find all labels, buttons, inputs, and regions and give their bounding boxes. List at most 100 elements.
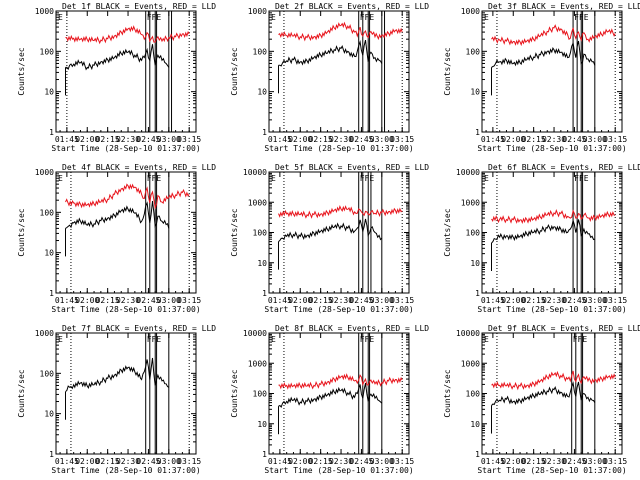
x-tick-label: 02:45 — [349, 457, 373, 466]
x-tick-label: 02:00 — [288, 296, 312, 305]
y-tick-label: 1 — [475, 289, 480, 298]
y-tick-label: 100 — [466, 47, 481, 56]
flag-letter-left: E — [271, 335, 276, 344]
flag-letter-left: E — [58, 335, 63, 344]
panel-title: Det 6f BLACK = Events, RED = LLD — [488, 163, 640, 172]
x-tick-label: 02:00 — [75, 296, 99, 305]
x-tick-label: 03:00 — [370, 457, 394, 466]
y-tick-label: 1 — [262, 450, 267, 459]
events-series-line — [491, 40, 596, 68]
x-axis-label: Start Time (28-Sep-10 01:37:00) — [477, 466, 626, 475]
x-tick-label: 01:45 — [268, 135, 292, 144]
y-axis-label: Counts/sec — [443, 208, 452, 256]
x-tick-label: 01:45 — [481, 135, 505, 144]
x-tick-label: 02:00 — [75, 135, 99, 144]
panel-title: Det 4f BLACK = Events, RED = LLD — [62, 163, 216, 172]
x-tick-label: 03:15 — [390, 457, 414, 466]
events-series-line — [65, 44, 170, 71]
plot-frame — [268, 332, 410, 455]
flag-letters: FFE — [574, 13, 589, 22]
x-axis-label: Start Time (28-Sep-10 01:37:00) — [51, 466, 200, 475]
x-tick-label: 03:00 — [157, 296, 181, 305]
y-tick-label: 10000 — [456, 168, 480, 177]
y-tick-label: 1000 — [461, 198, 480, 207]
x-tick-label: 03:15 — [177, 135, 201, 144]
x-tick-label: 02:30 — [329, 457, 353, 466]
y-axis-label: Counts/sec — [443, 47, 452, 95]
x-axis-label: Start Time (28-Sep-10 01:37:00) — [51, 144, 200, 153]
x-tick-label: 02:45 — [136, 296, 160, 305]
y-tick-label: 1000 — [35, 7, 54, 16]
x-tick-label: 02:15 — [522, 296, 546, 305]
x-tick-label: 03:00 — [157, 135, 181, 144]
flag-letters: FFE — [147, 13, 162, 22]
lld-series-line — [278, 205, 403, 219]
x-axis-label: Start Time (28-Sep-10 01:37:00) — [477, 305, 626, 314]
lld-series-line — [278, 21, 403, 42]
x-tick-label: 02:00 — [75, 457, 99, 466]
panel-title: Det 2f BLACK = Events, RED = LLD — [275, 2, 429, 11]
events-series-line — [278, 39, 383, 67]
detector-panel-9: Det 9f BLACK = Events, RED = LLD 1 10 100 10… — [443, 324, 640, 475]
y-tick-label: 100 — [253, 390, 268, 399]
x-tick-label: 02:45 — [136, 457, 160, 466]
x-tick-label: 02:15 — [309, 135, 333, 144]
y-tick-label: 10000 — [243, 329, 267, 338]
flag-letter-left: E — [271, 13, 276, 22]
flag-letter-left: E — [484, 13, 489, 22]
y-tick-label: 10 — [470, 420, 480, 429]
flag-letters: FFE — [360, 13, 375, 22]
x-tick-label: 02:30 — [116, 457, 140, 466]
y-tick-label: 100 — [466, 229, 481, 238]
y-tick-label: 10 — [470, 88, 480, 97]
y-tick-label: 1000 — [461, 359, 480, 368]
panel-title: Det 5f BLACK = Events, RED = LLD — [275, 163, 429, 172]
x-tick-label: 02:30 — [116, 296, 140, 305]
x-tick-label: 01:45 — [55, 296, 79, 305]
detector-panel-5: Det 5f BLACK = Events, RED = LLD 1 10 100 10… — [230, 163, 429, 314]
flag-letter-left: E — [271, 174, 276, 183]
x-tick-label: 02:45 — [349, 296, 373, 305]
y-tick-label: 100 — [253, 229, 268, 238]
plot-frame — [268, 10, 410, 133]
x-tick-label: 02:15 — [309, 296, 333, 305]
x-tick-label: 02:00 — [501, 457, 525, 466]
detector-panel-2: Det 2f BLACK = Events, RED = LLD 1 10 100 10… — [230, 2, 429, 153]
flag-letter-left: E — [58, 13, 63, 22]
events-series-line — [278, 218, 383, 242]
y-tick-label: 1000 — [35, 168, 54, 177]
x-tick-label: 03:15 — [177, 296, 201, 305]
flag-letter-left: E — [484, 335, 489, 344]
x-tick-label: 02:45 — [136, 135, 160, 144]
lld-series-line — [491, 24, 616, 47]
x-tick-label: 03:15 — [390, 296, 414, 305]
x-tick-label: 03:00 — [583, 457, 607, 466]
x-tick-label: 02:30 — [542, 457, 566, 466]
lld-series-line — [491, 370, 616, 391]
flag-letters: FFE — [574, 174, 589, 183]
x-axis-label: Start Time (28-Sep-10 01:37:00) — [264, 305, 413, 314]
x-tick-label: 01:45 — [481, 296, 505, 305]
x-axis-label: Start Time (28-Sep-10 01:37:00) — [51, 305, 200, 314]
y-tick-label: 100 — [40, 208, 55, 217]
x-tick-label: 03:00 — [370, 135, 394, 144]
plot-frame — [481, 171, 623, 294]
lld-series-line — [65, 183, 190, 210]
y-tick-label: 100 — [40, 47, 55, 56]
flag-letters: FFE — [360, 335, 375, 344]
detector-panel-3: Det 3f BLACK = Events, RED = LLD 1 10 100 10… — [443, 2, 640, 153]
x-axis-label: Start Time (28-Sep-10 01:37:00) — [264, 466, 413, 475]
detector-panel-4: Det 4f BLACK = Events, RED = LLD 1 10 100 10… — [17, 163, 216, 314]
y-tick-label: 1000 — [35, 329, 54, 338]
x-tick-label: 02:45 — [562, 135, 586, 144]
x-tick-label: 03:00 — [583, 296, 607, 305]
y-tick-label: 10 — [44, 88, 54, 97]
y-tick-label: 10 — [257, 259, 267, 268]
x-axis-label: Start Time (28-Sep-10 01:37:00) — [477, 144, 626, 153]
x-tick-label: 03:15 — [390, 135, 414, 144]
y-tick-label: 100 — [40, 369, 55, 378]
x-tick-label: 03:15 — [603, 457, 627, 466]
x-tick-label: 03:00 — [583, 135, 607, 144]
y-tick-label: 100 — [466, 390, 481, 399]
